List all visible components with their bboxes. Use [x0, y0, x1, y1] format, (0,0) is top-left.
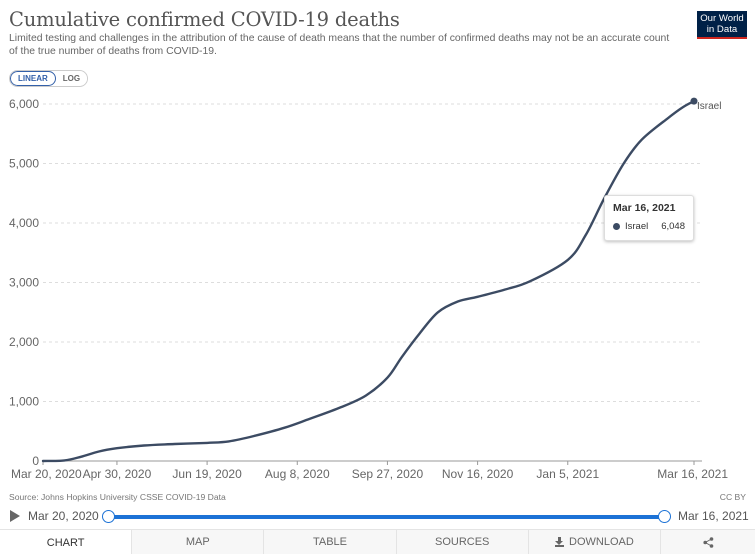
y-tick-label: 1,000: [9, 395, 39, 409]
tab-download-label: DOWNLOAD: [569, 536, 634, 548]
owid-logo[interactable]: Our World in Data: [697, 11, 747, 39]
logo-line-2: in Data: [706, 23, 738, 35]
tooltip-series-name: Israel: [625, 221, 649, 232]
x-tick-label: Jan 5, 2021: [536, 467, 599, 481]
chart-title: Cumulative confirmed COVID-19 deaths: [9, 8, 400, 31]
tab-map[interactable]: MAP: [131, 530, 263, 554]
y-tick-label: 3,000: [9, 276, 39, 290]
tab-chart[interactable]: CHART: [0, 530, 132, 554]
x-tick-label: Sep 27, 2020: [352, 467, 424, 481]
license-link[interactable]: CC BY: [719, 492, 746, 502]
timeline-track[interactable]: [108, 515, 666, 519]
x-tick-label: Jun 19, 2020: [172, 467, 242, 481]
timeline-end-label: Mar 16, 2021: [678, 509, 749, 523]
chart-subtitle: Limited testing and challenges in the at…: [9, 33, 670, 57]
logo-line-1: Our World: [700, 13, 744, 24]
tooltip-date: Mar 16, 2021: [613, 202, 676, 214]
log-scale-button[interactable]: LOG: [55, 71, 88, 86]
tooltip-value: 6,048: [661, 221, 685, 232]
series-label: Israel: [697, 101, 721, 112]
share-icon: [702, 536, 713, 548]
y-tick-label: 4,000: [9, 216, 39, 230]
x-tick-label: Aug 8, 2020: [265, 467, 330, 481]
timeline-end-handle[interactable]: [658, 510, 671, 523]
x-tick-label: Mar 16, 2021: [657, 467, 728, 481]
data-tooltip: Mar 16, 2021 Israel 6,048: [604, 195, 694, 241]
y-tick-label: 5,000: [9, 157, 39, 171]
scale-toggle: LINEAR LOG: [9, 70, 89, 87]
tab-sources[interactable]: SOURCES: [395, 530, 528, 554]
x-tick-label: Mar 20, 2020: [11, 467, 82, 481]
line-chart: 0 1,000 2,000 3,000 4,000 5,000 6,000 Mar 20, 2…: [9, 97, 728, 481]
tab-bar: CHART MAP TABLE SOURCES DOWNLOAD: [0, 529, 755, 554]
series-color-dot: [613, 223, 620, 230]
timeline-start-handle[interactable]: [102, 510, 115, 523]
x-tick-label: Nov 16, 2020: [442, 467, 514, 481]
x-tick-label: Apr 30, 2020: [83, 467, 152, 481]
linear-scale-button[interactable]: LINEAR: [10, 71, 56, 86]
download-icon: [555, 537, 565, 547]
tab-download[interactable]: DOWNLOAD: [527, 530, 660, 554]
series-end-point: [690, 97, 698, 105]
y-tick-label: 6,000: [9, 97, 39, 111]
play-icon[interactable]: [10, 510, 20, 522]
y-tick-label: 2,000: [9, 335, 39, 349]
series-line-israel: [41, 99, 696, 463]
timeline-start-label: Mar 20, 2020: [28, 509, 99, 523]
tab-table[interactable]: TABLE: [263, 530, 395, 554]
timeline: Mar 20, 2020 Mar 16, 2021: [0, 506, 755, 526]
source-note[interactable]: Source: Johns Hopkins University CSSE CO…: [9, 492, 226, 502]
y-tick-label: 0: [32, 454, 39, 468]
tab-share[interactable]: [660, 530, 755, 554]
